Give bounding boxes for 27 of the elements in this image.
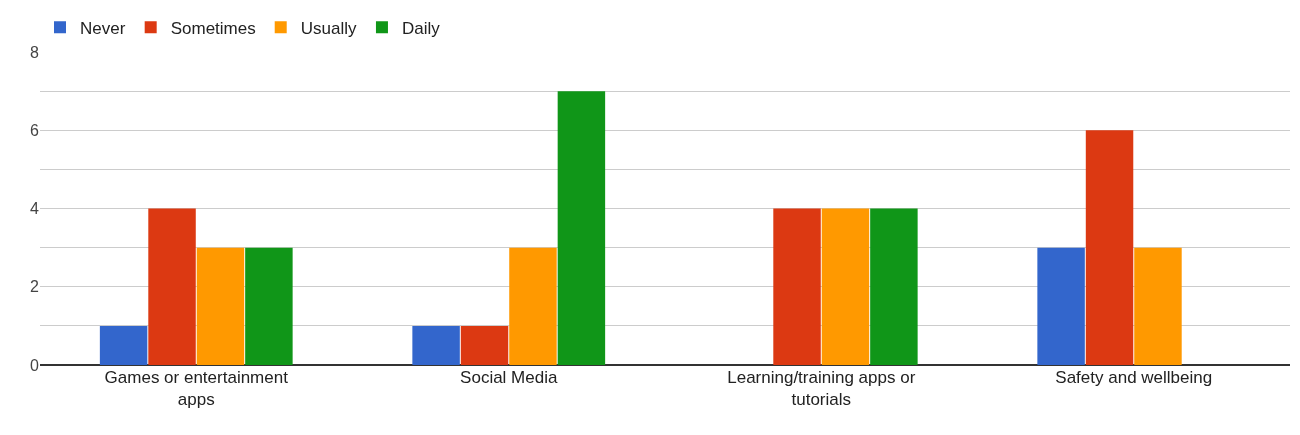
bar: [821, 208, 870, 365]
bar: [509, 247, 557, 365]
bar: [1085, 130, 1134, 365]
x-tick-label: Safety and wellbeing: [1055, 368, 1213, 387]
x-tick-label: Games or entertainment apps: [104, 368, 289, 410]
y-tick-label: 2: [30, 278, 40, 296]
x-tick-label: Learning/training apps or tutorials: [727, 368, 916, 410]
y-tick-label: 6: [30, 121, 40, 139]
bar: [245, 247, 293, 365]
y-tick-label: 0: [30, 356, 40, 374]
bar: [1037, 247, 1085, 365]
bar: [773, 208, 821, 365]
bar: [99, 325, 148, 365]
legend-label: Sometimes: [170, 18, 256, 38]
legend-label: Usually: [300, 18, 357, 38]
x-tick-label: Social Media: [460, 368, 558, 387]
y-tick-label: 8: [30, 43, 40, 61]
bar: [196, 247, 245, 365]
bar: [870, 208, 918, 365]
bar: [412, 325, 460, 365]
legend-label: Never: [80, 18, 126, 38]
y-tick-label: 4: [30, 200, 40, 218]
bar: [557, 91, 606, 365]
bar: [1134, 247, 1182, 365]
legend-label: Daily: [401, 18, 441, 38]
bar: [148, 208, 196, 365]
bar: [460, 325, 509, 365]
